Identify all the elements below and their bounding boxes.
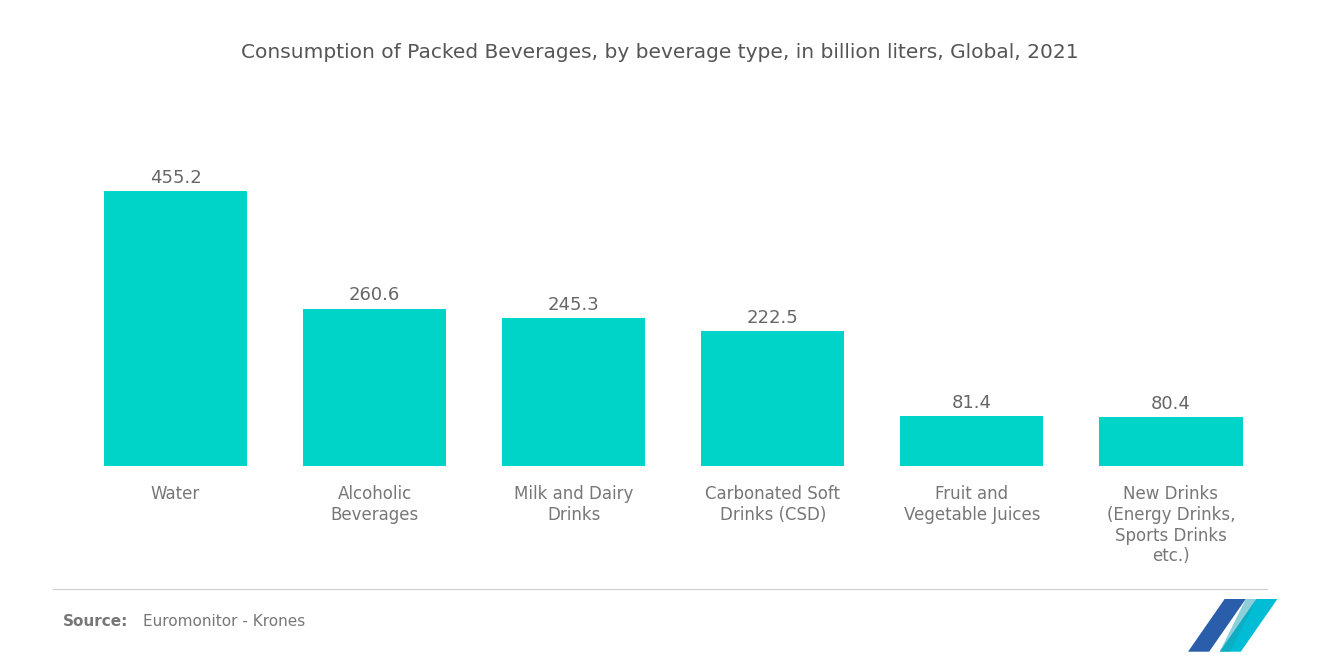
Bar [1100,417,1242,465]
Polygon shape [1188,598,1246,652]
Bar [502,318,645,466]
Bar [104,192,247,465]
Text: Consumption of Packed Beverages, by beverage type, in billion liters, Global, 20: Consumption of Packed Beverages, by beve… [242,43,1078,63]
Text: Source:: Source: [63,614,129,629]
Text: Euromonitor - Krones: Euromonitor - Krones [143,614,305,629]
Text: 81.4: 81.4 [952,394,991,412]
Text: 260.6: 260.6 [348,287,400,305]
Text: 222.5: 222.5 [747,309,799,327]
Text: 245.3: 245.3 [548,295,599,314]
Bar [900,416,1044,466]
Text: 80.4: 80.4 [1151,395,1191,413]
Bar [302,309,446,465]
Bar [701,331,845,466]
Polygon shape [1220,598,1257,652]
Text: 455.2: 455.2 [149,169,202,187]
Polygon shape [1220,598,1278,652]
